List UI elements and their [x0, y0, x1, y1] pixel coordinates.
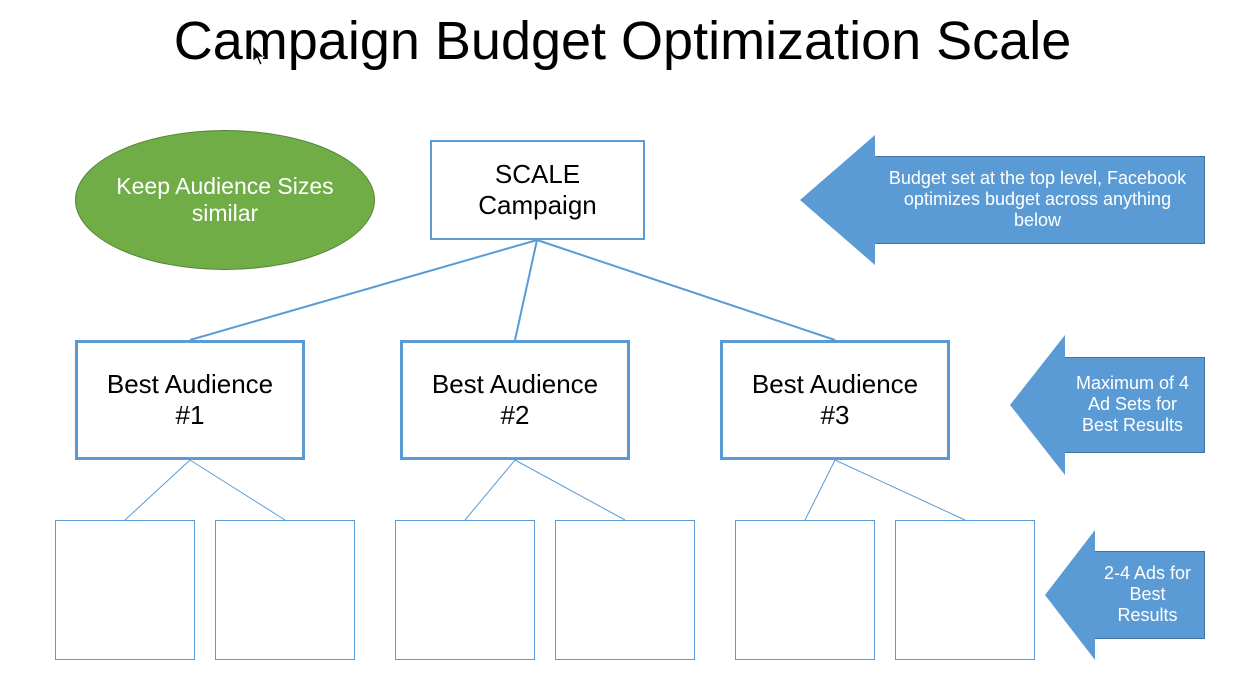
audience-box-1: Best Audience #1 [75, 340, 305, 460]
arrow-body: 2-4 Ads for Best Results [1095, 551, 1205, 639]
ad-box [395, 520, 535, 660]
adsets-max-arrow-text: Maximum of 4 Ad Sets for Best Results [1071, 373, 1194, 436]
campaign-box-label: SCALE Campaign [450, 159, 625, 221]
cursor-icon [253, 46, 267, 66]
ad-box [895, 520, 1035, 660]
arrow-body: Budget set at the top level, Facebook op… [875, 156, 1205, 244]
audience-box-2-label: Best Audience #2 [421, 369, 609, 431]
budget-level-arrow: Budget set at the top level, Facebook op… [800, 135, 1205, 265]
audience-box-3-label: Best Audience #3 [741, 369, 929, 431]
arrow-left-icon [800, 135, 875, 265]
arrow-left-icon [1010, 335, 1065, 475]
audience-size-callout-text: Keep Audience Sizes similar [104, 173, 346, 227]
ad-box [55, 520, 195, 660]
audience-box-3: Best Audience #3 [720, 340, 950, 460]
ad-box [735, 520, 875, 660]
adsets-max-arrow: Maximum of 4 Ad Sets for Best Results [1010, 335, 1205, 475]
arrow-body: Maximum of 4 Ad Sets for Best Results [1065, 357, 1205, 452]
audience-box-2: Best Audience #2 [400, 340, 630, 460]
ads-count-arrow-text: 2-4 Ads for Best Results [1101, 563, 1194, 626]
ad-box [215, 520, 355, 660]
audience-size-callout: Keep Audience Sizes similar [75, 130, 375, 270]
budget-level-arrow-text: Budget set at the top level, Facebook op… [881, 168, 1194, 231]
page-title: Campaign Budget Optimization Scale [0, 10, 1245, 72]
ads-count-arrow: 2-4 Ads for Best Results [1045, 530, 1205, 660]
ad-box [555, 520, 695, 660]
audience-box-1-label: Best Audience #1 [96, 369, 284, 431]
campaign-box: SCALE Campaign [430, 140, 645, 240]
arrow-left-icon [1045, 530, 1095, 660]
